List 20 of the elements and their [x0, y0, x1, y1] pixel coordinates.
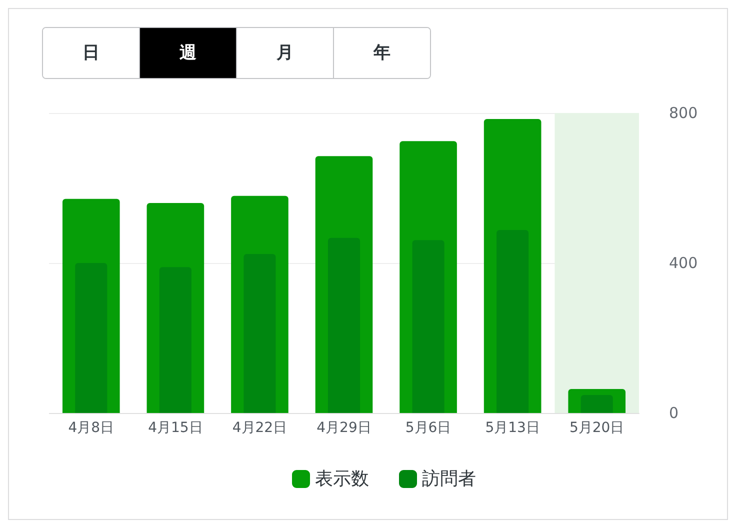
bar: [244, 254, 276, 413]
y-tick-label: 0: [669, 404, 679, 422]
bar: [580, 395, 613, 413]
legend-label: 訪問者: [422, 468, 476, 490]
period-toggle: 日 週 月 年: [42, 27, 431, 79]
x-tick-label: 5月6日: [405, 420, 452, 436]
x-tick-label: 4月15日: [148, 420, 203, 436]
x-tick-label: 5月20日: [569, 420, 624, 436]
bar: [496, 230, 529, 413]
x-tick-label: 5月13日: [485, 420, 540, 436]
bar: [75, 263, 108, 413]
bar: [328, 238, 360, 413]
y-tick-label: 400: [669, 254, 698, 272]
legend-label: 表示数: [315, 468, 369, 490]
bar: [159, 267, 192, 413]
x-tick-label: 4月22日: [232, 420, 288, 436]
bar: [412, 240, 444, 413]
x-tick-label: 4月29日: [316, 420, 372, 436]
x-tick-label: 4月8日: [68, 420, 114, 436]
y-tick-label: 800: [669, 104, 698, 122]
